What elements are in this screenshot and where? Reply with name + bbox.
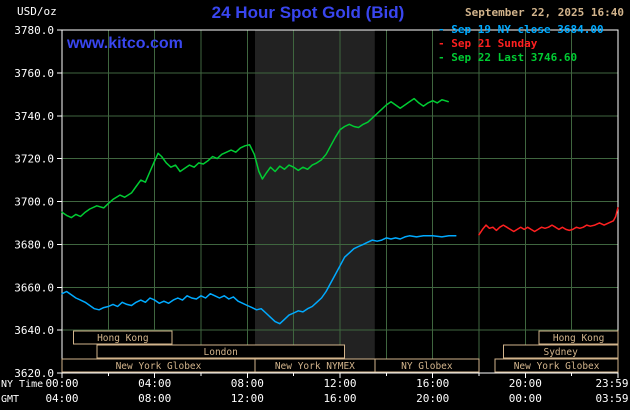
x-tick-label-gmt: 08:00	[138, 392, 171, 405]
x-tick-label-gmt: 12:00	[231, 392, 264, 405]
x-tick-label-gmt: 16:00	[323, 392, 356, 405]
legend: - Sep 19 NY close 3684.00- Sep 21 Sunday…	[438, 23, 604, 65]
legend-item-sep22: - Sep 22 Last 3746.60	[438, 51, 578, 64]
x-tick-label-ny: 08:00	[231, 377, 264, 390]
session-box	[374, 358, 480, 373]
session-box	[73, 330, 173, 345]
session-label: New York Globex	[116, 361, 202, 372]
y-tick-label: 3760.0	[14, 67, 54, 80]
series-line-sep21	[478, 207, 619, 236]
x-tick-label-gmt: 03:59	[595, 392, 628, 405]
x-axis-name-ny: NY Time	[1, 379, 43, 390]
x-axis-name-gmt: GMT	[1, 394, 19, 405]
y-tick-label: 3740.0	[14, 110, 54, 123]
y-tick-label: 3780.0	[14, 24, 54, 37]
session-label: New York Globex	[514, 361, 600, 372]
x-tick-label-ny: 00:00	[45, 377, 78, 390]
y-tick-label: 3660.0	[14, 281, 54, 294]
session-label: London	[204, 347, 238, 358]
x-tick-label-gmt: 20:00	[416, 392, 449, 405]
x-tick-label-gmt: 04:00	[45, 392, 78, 405]
y-tick-label: 3640.0	[14, 324, 54, 337]
session-label: NY Globex	[401, 361, 453, 372]
session-label: Hong Kong	[97, 333, 148, 344]
x-tick-label-ny: 23:59	[595, 377, 628, 390]
x-tick-label-gmt: 00:00	[509, 392, 542, 405]
series-line-sep19	[61, 235, 457, 325]
chart-title: 24 Hour Spot Gold (Bid)	[211, 3, 405, 22]
chart-datetime: September 22, 2025 16:40	[465, 6, 624, 19]
session-box	[96, 344, 346, 359]
x-tick-label-ny: 04:00	[138, 377, 171, 390]
units-label: USD/oz	[17, 5, 57, 18]
session-box	[538, 330, 619, 345]
session-label: Hong Kong	[553, 333, 604, 344]
kitco-watermark[interactable]: www.kitco.com	[67, 35, 183, 52]
x-tick-label-ny: 20:00	[509, 377, 542, 390]
session-box	[502, 344, 619, 359]
legend-item-sep19: - Sep 19 NY close 3684.00	[438, 23, 604, 36]
y-tick-label: 3620.0	[14, 367, 54, 380]
legend-item-sep21: - Sep 21 Sunday	[438, 37, 538, 50]
y-tick-label: 3720.0	[14, 153, 54, 166]
session-label: Sydney	[543, 347, 578, 358]
y-tick-label: 3700.0	[14, 196, 54, 209]
x-tick-label-ny: 16:00	[416, 377, 449, 390]
series-line-sep22	[61, 97, 449, 219]
session-label: New York NYMEX	[275, 361, 355, 372]
y-tick-label: 3680.0	[14, 238, 54, 251]
x-tick-label-ny: 12:00	[323, 377, 356, 390]
session-box	[494, 358, 619, 373]
